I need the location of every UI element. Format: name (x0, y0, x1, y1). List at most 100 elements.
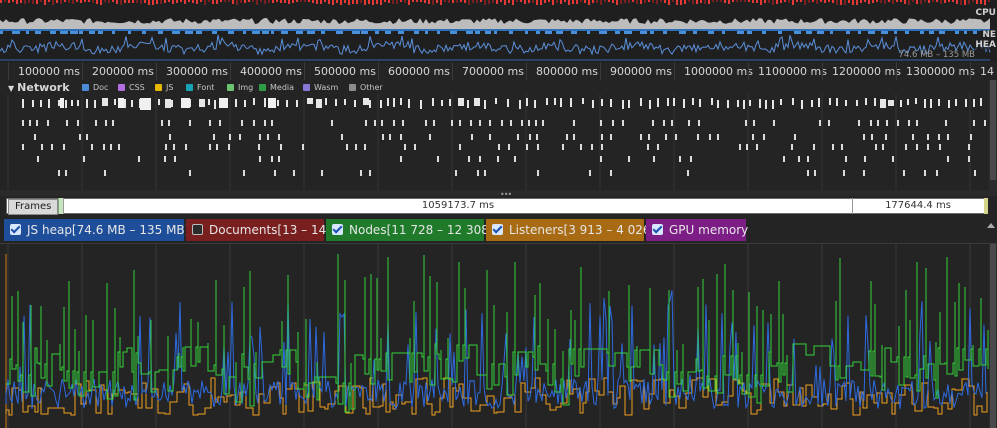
cpu-red-mark (988, 0, 990, 2)
cpu-red-mark (940, 0, 942, 4)
frames-track[interactable]: 1059173.7 ms 177644.4 ms Frames (0, 196, 997, 216)
memory-tab-1[interactable]: Documents[13 – 14] (186, 219, 331, 241)
network-request (832, 144, 834, 150)
cpu-red-mark (788, 0, 790, 3)
cpu-red-mark (484, 0, 486, 5)
network-request (973, 99, 975, 107)
cpu-red-mark (968, 0, 970, 4)
network-request (432, 98, 434, 106)
network-request (864, 156, 866, 162)
network-request (745, 120, 747, 126)
network-request (102, 98, 108, 106)
cpu-red-mark (648, 0, 650, 2)
network-track[interactable]: ▼ Network Doc CSS JS Font Img Media Wasm Other (0, 80, 997, 190)
network-request (858, 120, 860, 126)
network-request (114, 99, 116, 105)
memory-tab-4[interactable]: GPU memory (646, 219, 748, 241)
net-overview-mark (375, 31, 379, 34)
cpu-red-mark (152, 0, 154, 5)
timeline-overview[interactable]: CPU NE HEA 74.6 MB – 135 MB (0, 0, 997, 63)
network-request (663, 120, 665, 126)
cpu-red-mark (348, 0, 350, 5)
cpu-red-mark (264, 0, 266, 4)
network-request (71, 100, 73, 106)
splitter-grip-icon[interactable]: ••• (500, 190, 512, 199)
legend-swatch (349, 84, 356, 91)
network-request (393, 120, 395, 126)
cpu-red-mark (936, 0, 938, 2)
network-request (489, 120, 491, 126)
network-request (41, 144, 43, 150)
cpu-red-mark (548, 0, 550, 2)
frame-duration-right[interactable]: 177644.4 ms (885, 200, 951, 211)
cpu-red-mark (856, 0, 858, 5)
scroll-up-icon[interactable] (987, 223, 995, 228)
legend-swatch (259, 84, 266, 91)
network-request (772, 100, 774, 109)
triangle-down-icon[interactable]: ▼ (8, 84, 15, 93)
panel-splitter[interactable]: ••• (0, 190, 997, 199)
network-request (514, 156, 516, 162)
network-request (980, 98, 982, 106)
net-overview-mark (296, 31, 303, 34)
net-overview-mark (846, 31, 850, 34)
cpu-red-mark (448, 0, 450, 3)
memory-tab-2[interactable]: Nodes[11 728 – 12 308] (326, 219, 494, 241)
cpu-red-mark (360, 0, 362, 3)
network-request (534, 100, 536, 108)
memory-graph[interactable] (0, 244, 997, 428)
overview-graphs (0, 0, 997, 62)
network-request (253, 120, 255, 126)
network-request (66, 120, 68, 126)
network-request (916, 144, 918, 150)
network-request (640, 134, 642, 140)
memory-scrollbar-thumb[interactable] (990, 244, 996, 428)
network-request (484, 170, 486, 176)
checkbox-checked-icon[interactable] (492, 224, 503, 235)
network-scrollbar-thumb[interactable] (990, 80, 996, 180)
ruler-gridline (748, 62, 749, 80)
cpu-red-mark (492, 0, 494, 3)
network-request (22, 99, 24, 108)
cpu-red-mark (232, 0, 234, 4)
selection-handle-right[interactable] (984, 198, 988, 214)
cpu-red-mark (228, 0, 230, 2)
memory-tab-0[interactable]: JS heap[74.6 MB – 135 MB] (4, 219, 189, 241)
net-overview-mark (79, 31, 83, 34)
memory-scrollbar[interactable] (989, 244, 997, 428)
checkbox-unchecked-icon[interactable] (192, 224, 203, 235)
cpu-red-mark (208, 0, 210, 2)
network-request (451, 120, 453, 126)
net-overview-mark (964, 31, 967, 34)
network-request (22, 144, 24, 150)
checkbox-checked-icon[interactable] (652, 224, 663, 235)
memory-tab-3[interactable]: Listeners[3 913 – 4 026] (486, 219, 655, 241)
ruler-gridline (674, 62, 675, 80)
network-request (947, 134, 949, 140)
network-title: Network (17, 81, 70, 94)
network-request (573, 120, 575, 126)
network-request (508, 144, 510, 150)
network-track-header[interactable]: ▼ Network (8, 81, 70, 94)
frame-duration-main[interactable]: 1059173.7 ms (63, 198, 853, 214)
network-scrollbar[interactable] (989, 80, 997, 190)
network-request (104, 170, 106, 176)
cpu-red-mark (356, 0, 358, 4)
checkbox-checked-icon[interactable] (10, 224, 21, 235)
network-request (688, 120, 690, 126)
network-request (437, 156, 439, 162)
network-request (665, 134, 667, 140)
cpu-red-mark (844, 0, 846, 5)
net-overview-mark (929, 31, 934, 34)
checkbox-checked-icon[interactable] (332, 224, 343, 235)
net-overview-mark (35, 31, 41, 34)
network-request (671, 120, 673, 126)
selection-handle-left[interactable] (58, 198, 63, 214)
net-overview-mark (905, 31, 909, 34)
network-request-large (219, 98, 228, 108)
cpu-red-mark (104, 0, 106, 2)
cpu-red-mark (564, 0, 566, 2)
network-request (791, 144, 793, 150)
network-request (37, 156, 39, 162)
cpu-red-mark (532, 0, 534, 3)
